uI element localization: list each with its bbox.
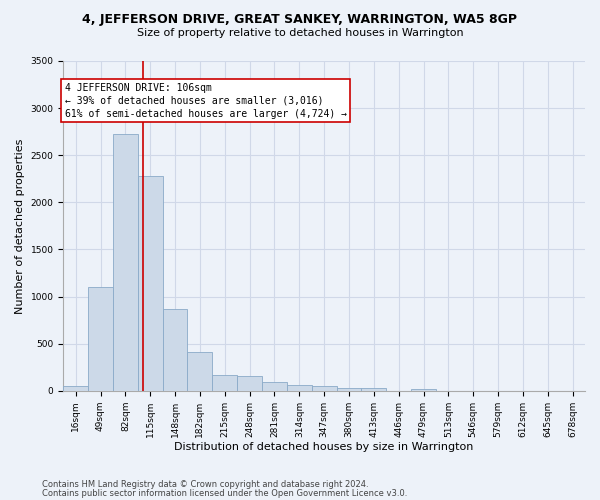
Bar xyxy=(312,386,337,391)
Bar xyxy=(163,309,187,391)
Text: Contains HM Land Registry data © Crown copyright and database right 2024.: Contains HM Land Registry data © Crown c… xyxy=(42,480,368,489)
Bar xyxy=(63,386,88,391)
Bar xyxy=(212,375,237,391)
Y-axis label: Number of detached properties: Number of detached properties xyxy=(15,138,25,314)
Bar xyxy=(411,389,436,391)
Bar xyxy=(262,382,287,391)
X-axis label: Distribution of detached houses by size in Warrington: Distribution of detached houses by size … xyxy=(175,442,474,452)
Bar xyxy=(361,388,386,391)
Bar xyxy=(138,176,163,391)
Bar xyxy=(113,134,138,391)
Bar xyxy=(187,352,212,391)
Bar xyxy=(237,376,262,391)
Bar xyxy=(337,388,361,391)
Text: Contains public sector information licensed under the Open Government Licence v3: Contains public sector information licen… xyxy=(42,489,407,498)
Bar xyxy=(287,385,312,391)
Text: 4, JEFFERSON DRIVE, GREAT SANKEY, WARRINGTON, WA5 8GP: 4, JEFFERSON DRIVE, GREAT SANKEY, WARRIN… xyxy=(83,12,517,26)
Text: Size of property relative to detached houses in Warrington: Size of property relative to detached ho… xyxy=(137,28,463,38)
Text: 4 JEFFERSON DRIVE: 106sqm
← 39% of detached houses are smaller (3,016)
61% of se: 4 JEFFERSON DRIVE: 106sqm ← 39% of detac… xyxy=(65,82,347,119)
Bar xyxy=(88,287,113,391)
